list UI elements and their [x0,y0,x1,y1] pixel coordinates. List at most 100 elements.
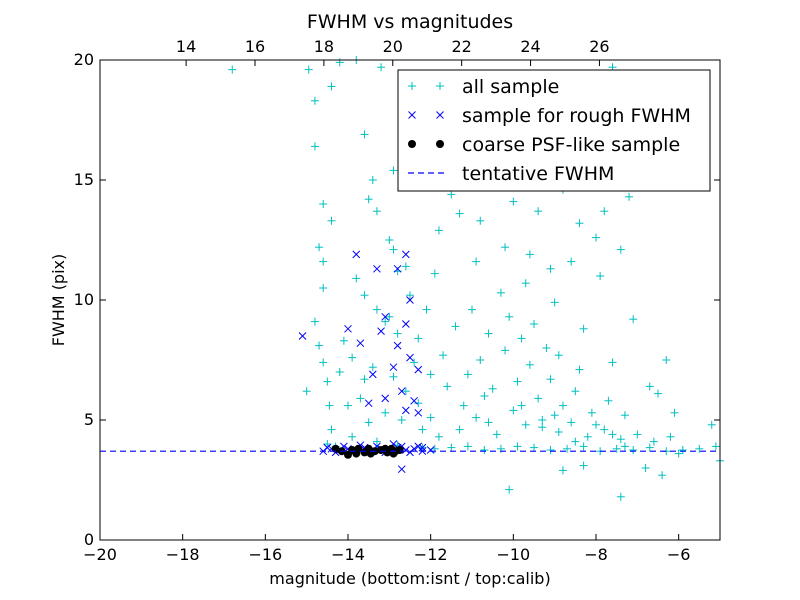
all-sample-point [372,207,381,216]
all-sample-point [600,207,609,216]
all-sample-point [558,466,567,475]
top-tick-label: 26 [589,37,609,56]
all-sample-point [604,396,613,405]
x-tick-label: −12 [414,545,448,564]
all-sample-point [546,375,555,384]
sample-for-rough-fwhm-point [352,250,361,259]
legend-label: all sample [462,76,559,98]
all-sample-point [459,401,468,410]
all-sample-point [513,377,522,386]
top-tick-label: 24 [520,37,540,56]
all-sample-point [608,358,617,367]
all-sample-point [625,192,634,201]
all-sample-point [509,197,518,206]
legend-label: coarse PSF-like sample [462,134,680,156]
all-sample-point [447,443,456,452]
all-sample-point [558,401,567,410]
sample-for-rough-fwhm-point [298,332,307,340]
legend-swatch [408,140,416,148]
all-sample-point [397,416,406,424]
all-sample-point [389,245,398,254]
top-tick-label: 18 [314,37,334,56]
all-sample-point [302,387,311,396]
all-sample-point [678,446,687,454]
all-sample-point [472,413,481,422]
all-sample-point [579,324,588,333]
all-sample-point [563,444,572,453]
all-sample-point [381,408,390,417]
all-sample-point [385,236,394,244]
all-sample-point [620,411,629,420]
sample-for-rough-fwhm-point [381,312,390,321]
top-tick-label: 20 [383,37,403,56]
all-sample-point [389,166,398,175]
all-sample-point [616,492,625,501]
all-sample-point [492,430,501,439]
sample-for-rough-fwhm-point [406,296,414,304]
all-sample-point [327,82,336,91]
all-sample-point [319,257,328,266]
all-sample-point [501,243,510,252]
all-sample-point [583,432,592,441]
all-sample-point [571,437,580,446]
all-sample-point [323,377,332,386]
all-sample-point [662,356,671,364]
sample-for-rough-fwhm-point [373,264,381,273]
legend-box [397,69,711,192]
all-sample-point [360,291,369,300]
all-sample-point [484,329,493,338]
all-sample-point [525,250,534,259]
all-sample-point [550,298,559,307]
all-sample-point [368,176,377,184]
all-sample-point [587,408,596,417]
legend-swatch [436,82,444,90]
all-sample-point [546,446,555,454]
all-sample-point [633,430,642,439]
all-sample-point [600,425,609,434]
all-sample-point [629,315,638,324]
legend-swatch [408,82,416,90]
all-sample-point [352,274,361,283]
legend-swatch [436,111,444,119]
all-sample-point [571,387,580,396]
top-tick-label: 16 [245,37,265,56]
all-sample-point [310,142,319,151]
all-sample-point [401,262,410,271]
all-sample-point [517,334,526,343]
all-sample-point [434,226,443,235]
sample-for-rough-fwhm-point [402,406,410,415]
coarse-psf-like-sample-point [395,446,404,454]
x-tick-label: −8 [584,545,608,564]
sample-for-rough-fwhm-point [368,370,377,379]
all-sample-point [488,384,497,393]
all-sample-point [344,401,352,410]
all-sample-point [654,389,662,398]
all-sample-point [579,442,588,451]
all-sample-point [649,437,658,446]
all-sample-point [505,485,514,494]
all-sample-point [360,375,369,384]
all-sample-point [645,382,654,391]
all-sample-point [385,312,394,321]
all-sample-point [315,243,324,252]
all-sample-point [327,216,336,225]
x-tick-label: −14 [331,545,365,564]
all-sample-point [629,446,638,454]
all-sample-point [501,346,510,355]
all-sample-point [401,387,410,396]
x-tick-label: −16 [248,545,282,564]
all-sample-point [554,351,563,360]
all-sample-point [575,365,584,374]
all-sample-point [612,444,621,453]
all-sample-point [592,233,600,242]
x-tick-label: −18 [166,545,200,564]
all-sample-point [368,363,377,372]
all-sample-point [406,291,414,300]
all-sample-point [517,401,526,410]
all-sample-point [319,284,328,292]
all-sample-point [695,444,704,453]
all-sample-point [513,442,522,451]
legend-items: all sample sample for rough FWHM coarse PS… [408,76,691,185]
legend: all sample sample for rough FWHM coarse PS… [397,69,711,192]
